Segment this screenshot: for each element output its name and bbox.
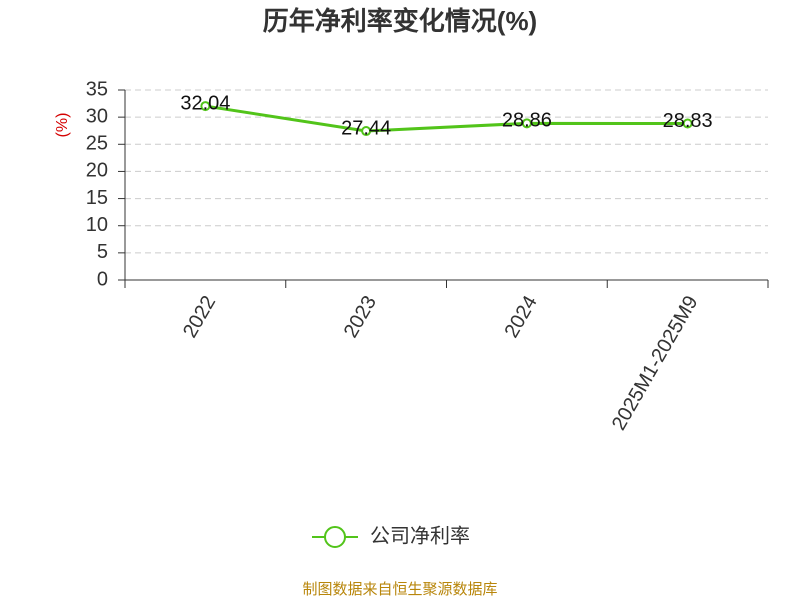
x-tick-label: 2023 [340,292,381,342]
y-axis-label: (%) [54,113,71,138]
data-label: 28.83 [663,110,713,132]
legend-marker [324,526,346,548]
x-tick-label: 2025M1-2025M9 [608,292,703,434]
y-tick-label: 25 [86,133,108,155]
y-tick-label: 35 [86,78,108,100]
y-tick-label: 15 [86,187,108,209]
y-tick-label: 30 [86,105,108,127]
x-tick-label: 2024 [500,292,541,342]
y-tick-label: 20 [86,160,108,182]
y-tick-label: 0 [97,268,108,290]
legend-label: 公司净利率 [370,524,470,547]
point-marker [521,118,532,129]
y-tick-label: 10 [86,214,108,236]
series-line [205,104,688,133]
point-marker [361,126,372,137]
data-label: 32.04 [180,92,230,114]
chart-title: 历年净利率变化情况(%) [263,6,537,36]
source-note: 制图数据来自恒生聚源数据库 [302,581,497,598]
point-marker [200,101,211,112]
y-tick-label: 5 [97,241,108,263]
data-label: 28.86 [502,110,552,132]
point-marker [682,118,693,129]
data-label: 27.44 [341,117,391,139]
x-tick-label: 2022 [179,292,220,342]
